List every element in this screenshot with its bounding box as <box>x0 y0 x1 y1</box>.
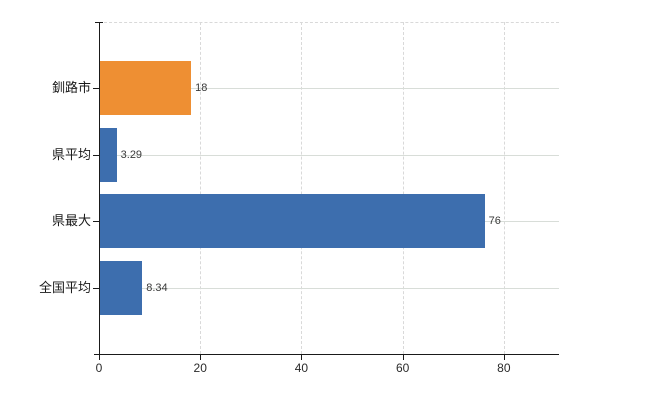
y-tick-mark <box>93 88 99 90</box>
bar-value-label: 8.34 <box>146 281 168 294</box>
horizontal-gridline <box>99 287 559 289</box>
x-tick-mark <box>301 354 303 360</box>
y-tick-mark <box>93 287 99 289</box>
vertical-gridline <box>301 22 303 354</box>
bar-釧路市 <box>100 61 192 116</box>
bar-県最大 <box>100 194 485 249</box>
x-tick-label: 80 <box>497 361 511 375</box>
x-tick-label: 60 <box>395 361 410 375</box>
horizontal-gridline <box>99 88 559 90</box>
x-tick-label: 20 <box>193 361 207 375</box>
y-tick-mark <box>93 154 99 156</box>
x-tick-mark <box>402 354 404 360</box>
y-tick-label-全国平均: 全国平均 <box>38 279 91 295</box>
y-axis-spine <box>99 22 100 354</box>
bar-value-label: 3.29 <box>120 148 143 161</box>
vertical-gridline <box>402 22 404 354</box>
x-tick-mark <box>503 354 505 360</box>
bar-全国平均 <box>100 260 143 315</box>
y-tick-mark <box>93 221 99 223</box>
x-tick-mark <box>99 354 100 360</box>
y-axis-end-tick <box>95 22 103 23</box>
bar-県平均 <box>100 127 117 182</box>
y-tick-label-県平均: 県平均 <box>51 146 91 162</box>
y-tick-label-県最大: 県最大 <box>51 213 91 229</box>
x-tick-label: 0 <box>95 361 103 375</box>
vertical-gridline <box>503 22 505 354</box>
plot-top-border <box>99 22 559 23</box>
vertical-gridline <box>200 22 202 354</box>
x-tick-label: 40 <box>294 361 309 375</box>
bar-value-label: 76 <box>488 215 501 228</box>
plot-area: 18 3.29 76 8.34 <box>99 22 559 354</box>
x-tick-mark <box>200 354 202 360</box>
y-tick-label-釧路市: 釧路市 <box>51 80 91 96</box>
bar-value-label: 18 <box>195 82 208 95</box>
horizontal-gridline <box>99 154 559 156</box>
x-axis-spine <box>94 354 559 355</box>
